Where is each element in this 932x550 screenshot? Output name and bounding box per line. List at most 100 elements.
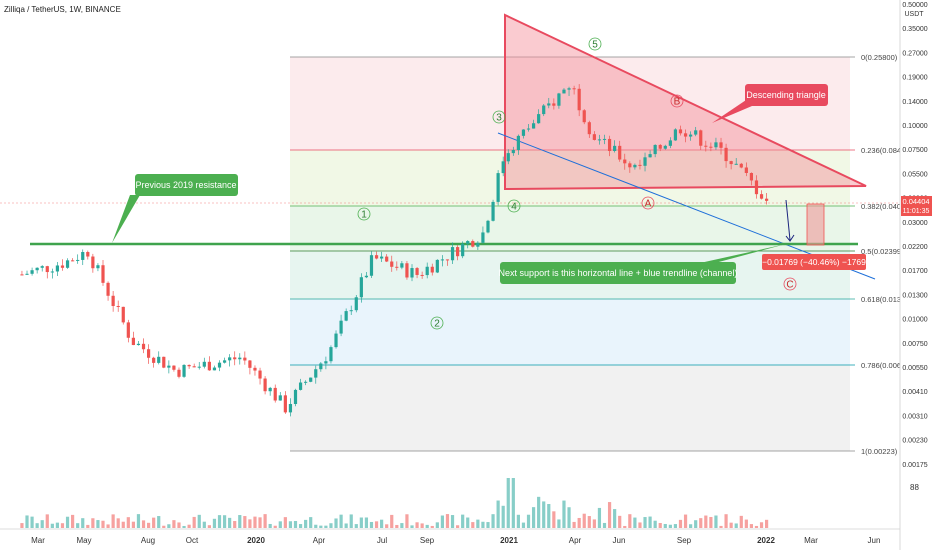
time-label: Oct [186,536,199,545]
candle-body [531,123,536,129]
volume-bar [197,514,201,528]
candle-body [40,266,44,268]
volume-bar [739,515,743,528]
candle-body [304,381,308,383]
volume-bar [491,514,495,528]
candle-body [653,144,657,155]
volume-bar [749,524,754,528]
fib-label: 0.236(0.08409) [861,146,912,155]
time-label: Mar [804,536,818,545]
candle-body [126,322,130,338]
volume-bar [141,520,146,528]
candle-body [101,265,105,283]
candle-body [567,88,571,90]
candle-body [395,266,399,268]
volume-bar [192,516,196,528]
candle-body [673,129,678,141]
volume-bar [501,505,505,528]
time-label: Sep [420,536,435,545]
candle-body [526,128,531,130]
price-label: 0.00230 [902,438,927,445]
current-price-tag: 0.04404 11:01:35 [901,196,932,216]
candle-body [400,263,404,268]
candle-body [420,274,424,276]
volume-bar [172,520,176,528]
volume-bar [729,522,733,528]
currency-label: USDT [904,11,924,18]
volume-bar [633,517,637,528]
volume-bar [425,524,429,528]
candle-body [243,357,247,361]
candle-body [81,252,85,260]
volume-bar [182,525,186,528]
price-label: 0.02200 [902,244,927,251]
volume-bar [668,524,672,528]
candle-body [719,142,723,148]
time-label: Mar [31,536,45,545]
candle-body [131,337,135,346]
candle-body [207,361,211,371]
volume-bar [607,502,612,528]
fib-label: 0.382(0.04037) [861,202,912,211]
candle-body [96,265,100,269]
price-label: 0.03000 [902,220,927,227]
volume-bar [623,525,627,528]
wave-a-label: A [645,199,652,210]
volume-bar [152,517,156,528]
volume-bar [400,523,404,528]
candle-body [466,241,470,244]
candle-body [552,103,556,106]
volume-bar [253,516,257,528]
candle-body [729,161,733,165]
candle-body [106,282,110,296]
volume-bar [613,509,617,528]
candle-body [167,365,171,368]
volume-bar [248,519,252,528]
candle-body [537,114,541,124]
wave-4-label: 4 [511,202,517,213]
candle-body [754,180,759,195]
candle-body [222,360,227,363]
volume-bar [121,521,125,528]
volume-bar [35,523,39,528]
volume-bar [329,523,333,528]
volume-bar [30,516,34,528]
candle-body [521,129,526,136]
candle-body [172,365,176,370]
price-label: 0.07500 [902,147,927,154]
candle-body [116,305,120,307]
volume-axis-label: 88 [910,483,919,492]
support-callout: Next support is this horizontal line + b… [499,244,786,284]
candle-body [55,265,60,272]
time-axis[interactable]: Mar May Aug Oct 2020 Apr Jul Sep 2021 Apr Jun Sep 20… [31,536,880,545]
wave-c-label: C [786,280,793,291]
candle-body [759,194,764,199]
candle-body [668,140,672,146]
candle-body [20,274,24,276]
volume-bar [50,523,54,528]
triangle-text: Descending triangle [746,90,826,100]
candle-body [516,135,520,151]
volume-bar [461,514,465,528]
wave-5-label: 5 [592,40,598,51]
volume-bar [354,524,358,528]
volume-bar [278,521,282,528]
candle-body [121,306,125,323]
volume-bar [273,525,277,528]
candle-body [648,154,652,158]
candle-body [71,260,75,262]
candle-body [724,147,728,162]
volume-bar [334,518,338,528]
candle-body [162,356,166,368]
resistance-callout: Previous 2019 resistance [112,174,238,243]
volume-bar [177,522,181,528]
volume-bar [217,515,222,528]
volume-bar [222,515,227,528]
candle-body [425,266,429,276]
candle-body [618,145,622,160]
candle-body [187,364,191,367]
time-label: Jun [613,536,626,545]
candle-body [602,138,607,140]
volume-bar [471,522,475,528]
